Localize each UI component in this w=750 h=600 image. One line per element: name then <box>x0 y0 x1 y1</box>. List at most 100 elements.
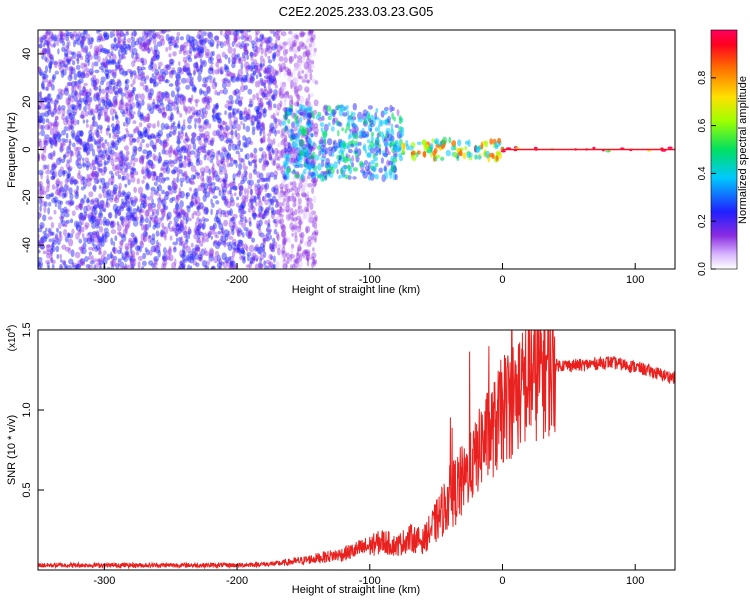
spectrogram-cell <box>113 82 120 87</box>
spectrogram-cell <box>264 199 270 206</box>
spectrogram-cell <box>297 208 303 215</box>
spectrogram-cell <box>179 154 183 159</box>
spectrogram-cell <box>273 89 278 97</box>
spectrogram-cell <box>149 216 153 221</box>
spectrogram-cell <box>135 52 138 60</box>
spectrogram-cell <box>189 78 194 87</box>
spectrogram-cell <box>117 137 122 143</box>
spectrogram-cell <box>217 67 220 75</box>
spectrogram-cell <box>106 73 110 80</box>
spectrogram-cell <box>236 108 240 113</box>
spectrogram-cell <box>251 44 255 49</box>
figure-title: C2E2.2025.233.03.23.G05 <box>279 4 434 19</box>
spectrogram-cell <box>224 121 228 128</box>
spectrogram-cell <box>109 222 114 227</box>
spectrogram-cell <box>39 90 42 98</box>
spectrogram-cell <box>293 258 299 263</box>
spectrogram-cell <box>234 98 240 105</box>
spectrogram-cell <box>84 178 89 183</box>
spectrogram-cell <box>144 209 150 218</box>
spectrogram-cell <box>201 216 206 223</box>
spectrogram-cell <box>139 208 145 214</box>
spectrogram-cell <box>157 95 163 103</box>
spectrogram-cell <box>346 120 351 127</box>
spectrogram-cell <box>119 240 124 246</box>
spectrogram-cell <box>274 184 279 192</box>
spectrogram-cell <box>313 259 318 265</box>
spectrogram-cell <box>231 242 236 250</box>
spectrogram-cell <box>80 186 85 191</box>
spectrogram-cell <box>204 247 207 254</box>
spectrogram-cell <box>156 34 161 39</box>
spectrogram-cell <box>78 246 84 251</box>
spectrogram-cell <box>107 124 110 131</box>
spectrogram-cell <box>125 251 129 257</box>
spectrogram-cell <box>63 126 69 132</box>
spectrogram-cell <box>98 66 104 70</box>
spectrogram-cell <box>335 142 341 149</box>
spectrogram-cell <box>172 241 178 246</box>
spectrogram-cell <box>79 258 84 267</box>
spectrogram-cell <box>277 219 282 225</box>
spectrogram-cell <box>242 162 246 171</box>
spectrogram-cell <box>247 183 253 190</box>
spectrogram-cell <box>78 130 84 137</box>
spectrogram-cell <box>245 245 249 253</box>
spectrogram-cell <box>46 174 49 181</box>
spectrogram-cell <box>110 79 116 86</box>
spectrogram-cell <box>249 188 254 196</box>
spectrogram-cell <box>244 42 250 47</box>
spectrogram-cell <box>223 198 227 205</box>
spectrogram-cell <box>244 216 247 224</box>
spectrogram-cell <box>223 219 229 227</box>
spectrogram-cell <box>305 157 311 164</box>
spectrogram-cell <box>101 203 106 212</box>
spectrogram-cell <box>265 145 271 151</box>
spectrogram-y-label: Frequency (Hz) <box>6 112 18 188</box>
spectrogram-cell <box>201 31 207 37</box>
spectrogram-cell <box>214 250 219 257</box>
spectrogram-cell <box>410 150 416 156</box>
spectrogram-cell <box>238 208 241 214</box>
spectrogram-cell <box>93 45 100 54</box>
spectrogram-cell <box>268 68 272 73</box>
spectrogram-cell <box>63 56 67 64</box>
spectrogram-cell <box>189 76 194 81</box>
spectrogram-cell <box>274 118 279 123</box>
spectrogram-cell <box>305 38 310 45</box>
spectrogram-cell <box>192 70 196 76</box>
spectrogram-cell <box>89 235 94 242</box>
spectrogram-cell <box>229 196 234 203</box>
spectrogram-cell <box>47 109 52 116</box>
spectrogram-cell <box>245 114 249 121</box>
spectrogram-cell <box>150 59 155 65</box>
spectrogram-cell <box>246 72 249 78</box>
spectrogram-cell <box>117 89 122 94</box>
spectrogram-cell <box>323 138 327 144</box>
spectrogram-cell <box>94 69 100 74</box>
spectrogram-cell <box>347 134 351 140</box>
spectrogram-cell <box>268 146 274 154</box>
spectrogram-cell <box>99 136 104 142</box>
spectrogram-cell <box>275 260 280 269</box>
spectrogram-cell <box>61 193 66 199</box>
spectrogram-cell <box>277 142 282 148</box>
spectrogram-cell <box>102 220 106 226</box>
spectrogram-cell <box>251 129 256 136</box>
spectrogram-cell <box>158 79 162 85</box>
spectrogram-cell <box>198 250 202 257</box>
spectrogram-cell <box>253 195 257 202</box>
spectrogram-cell <box>216 254 221 263</box>
spectrogram-cell <box>122 265 126 269</box>
spectrogram-cell <box>96 134 102 139</box>
spectrogram-cell <box>69 150 75 157</box>
spectrogram-cell <box>92 120 98 127</box>
spectrogram-cell <box>85 33 91 40</box>
spectrogram-cell <box>98 84 102 92</box>
spectrogram-cell <box>178 236 182 243</box>
spectrogram-cell <box>156 54 160 61</box>
spectrogram-cell <box>195 111 199 118</box>
spectrogram-cell <box>50 97 54 105</box>
spectrogram-cell <box>164 191 170 197</box>
spectrogram-cell <box>204 48 210 57</box>
